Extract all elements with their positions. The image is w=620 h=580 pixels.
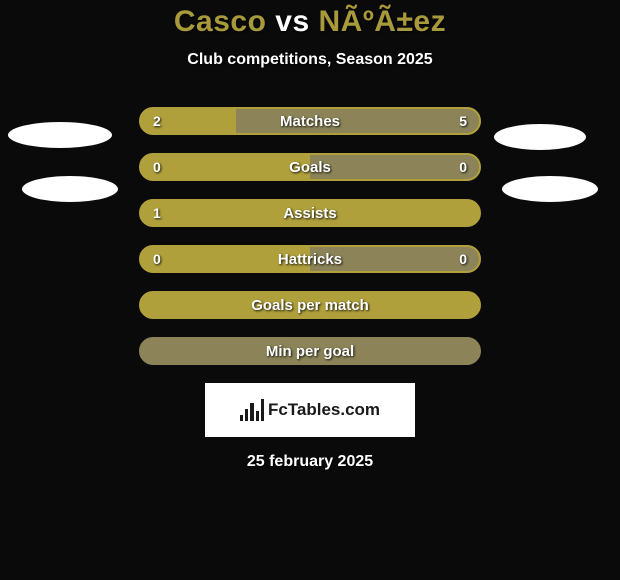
- stat-value-right: 5: [459, 109, 467, 133]
- stat-label: Assists: [141, 201, 479, 225]
- stat-label: Goals: [141, 155, 479, 179]
- brand-text: FcTables.com: [268, 400, 380, 420]
- player-badge-ellipse: [22, 176, 118, 202]
- stat-value-right: 0: [459, 155, 467, 179]
- stat-value-left: 0: [153, 247, 161, 271]
- stat-label: Min per goal: [141, 339, 479, 363]
- brand-badge: FcTables.com: [205, 383, 415, 437]
- stat-row: Min per goal: [139, 337, 481, 365]
- player1-name: Casco: [174, 5, 267, 38]
- player-badge-ellipse: [8, 122, 112, 148]
- player-badge-ellipse: [502, 176, 598, 202]
- bar-chart-icon: [240, 399, 264, 421]
- page-title: Casco vs NÃºÃ±ez: [0, 5, 620, 39]
- vs-label: vs: [275, 5, 309, 38]
- stat-value-right: 0: [459, 247, 467, 271]
- stat-row: Goals0 0: [139, 153, 481, 181]
- stat-label: Hattricks: [141, 247, 479, 271]
- stat-row: Matches2 5: [139, 107, 481, 135]
- stat-value-left: 1: [153, 201, 161, 225]
- comparison-infographic: Casco vs NÃºÃ±ez Club competitions, Seas…: [0, 0, 620, 580]
- stat-label: Goals per match: [141, 293, 479, 317]
- date-label: 25 february 2025: [0, 453, 620, 471]
- stat-row: Hattricks0 0: [139, 245, 481, 273]
- stat-value-left: 0: [153, 155, 161, 179]
- stat-rows: Matches25Goals00Assists1Hattricks00Goals…: [139, 107, 481, 365]
- stat-row: Goals per match: [139, 291, 481, 319]
- player-badge-ellipse: [494, 124, 586, 150]
- stat-label: Matches: [141, 109, 479, 133]
- player2-name: NÃºÃ±ez: [319, 5, 447, 38]
- subtitle: Club competitions, Season 2025: [0, 51, 620, 69]
- stat-row: Assists1: [139, 199, 481, 227]
- stat-value-left: 2: [153, 109, 161, 133]
